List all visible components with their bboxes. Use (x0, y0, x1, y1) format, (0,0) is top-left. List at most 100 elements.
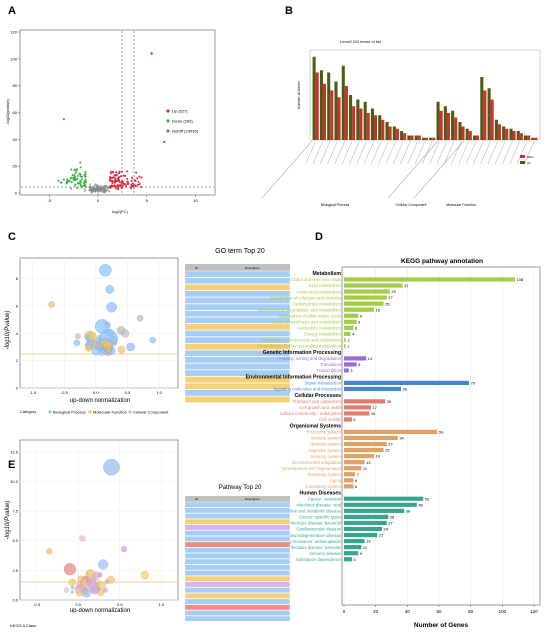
go-bubble-y-axis-label: -log10(Pvalue) (5, 310, 11, 349)
go-level2-bar-deg (315, 72, 319, 140)
go-level2-term-label (429, 140, 440, 165)
kegg-bar-value: 1 (347, 338, 350, 343)
go-level2-bar-deg (490, 99, 494, 140)
volcano-point-up (119, 175, 122, 178)
kegg-bar (344, 277, 515, 282)
kegg-category-label: Nervous system (310, 442, 341, 447)
volcano-point-down (80, 175, 83, 178)
go-bubble (75, 333, 81, 340)
go-bubble (126, 342, 135, 352)
go-level2-term-label (392, 140, 404, 165)
go-level2-bar-all (465, 128, 469, 140)
go-level2-bar-all (378, 115, 382, 140)
volcano-point-down (84, 173, 87, 176)
kegg-bar (344, 301, 384, 306)
kegg-bar (344, 325, 354, 330)
kegg-x-tick-label: 80 (468, 609, 474, 614)
volcano-point-down (62, 178, 65, 181)
go-level2-group-divider (413, 140, 465, 199)
kegg-category-label: Nucleotide metabolism (298, 326, 342, 331)
kegg-annotation-title: KEGG pathway annotation (401, 258, 483, 265)
go-level2-bar-deg (417, 135, 421, 140)
go-level2-term-label (480, 140, 491, 165)
volcano-point-nodiff (104, 188, 107, 190)
go-level2-term-label (356, 140, 367, 165)
kegg-bar (344, 435, 398, 441)
volcano-point-up (120, 182, 123, 185)
kegg-category-label: Signal transduction (304, 381, 341, 386)
volcano-point-up (114, 185, 117, 188)
kegg-category-label: Infectious disease: viral (296, 503, 341, 508)
go-level2-term-label (443, 140, 455, 165)
go-top20-title: GO term Top 20 (215, 248, 265, 255)
go-level2-bar-deg (534, 137, 538, 140)
go-legend-swatch (128, 410, 132, 414)
pathway-bubble (77, 575, 84, 583)
kegg-bar-value: 11 (363, 466, 368, 471)
volcano-plot-frame (19, 29, 216, 196)
go-level2-bar-deg (483, 90, 487, 140)
kegg-bar-value: 5 (353, 417, 356, 422)
go-level2-legend-label: All (527, 161, 531, 165)
kegg-bar-value: 17 (372, 405, 377, 410)
kegg-bar-value: 13 (366, 460, 371, 465)
go-level2-bar-all (392, 126, 396, 140)
volcano-y-tick-label: 40 (13, 137, 18, 142)
volcano-point-down (72, 176, 75, 179)
kegg-annotation-x-axis-label: Number of Genes (414, 622, 469, 629)
volcano-point-down (84, 184, 87, 187)
kegg-bar (344, 508, 405, 513)
volcano-point-nodiff (97, 192, 99, 194)
go-level2-bar-all (443, 106, 447, 140)
pathway-bubble (92, 571, 101, 580)
volcano-point-up (114, 177, 117, 180)
go-level2-bar-all (341, 65, 345, 140)
kegg-x-tick-label: 0 (343, 609, 346, 614)
volcano-point-down (80, 186, 83, 189)
kegg-bar (344, 331, 351, 336)
volcano-point-up (111, 176, 114, 179)
go-bubble-y-tick-label: 8 (16, 276, 19, 281)
volcano-point-nodiff (92, 185, 94, 188)
go-level2-bar-deg (446, 113, 450, 140)
go-level2-term-label (407, 140, 418, 165)
volcano-point-nodiff (94, 184, 97, 187)
go-level2-bar-all (524, 135, 528, 140)
go-level2-bar-all (370, 108, 374, 140)
volcano-point-down (73, 174, 76, 177)
go-level2-bar-deg (519, 133, 523, 140)
go-level2-bar-all (407, 135, 411, 140)
kegg-bar-value: 59 (439, 430, 444, 435)
go-table-row (184, 323, 291, 331)
volcano-y-tick-label: 0 (15, 191, 18, 196)
go-level2-bar-deg (476, 135, 480, 140)
go-level2-chart: Level2 GO terms of list Number of Genes … (261, 39, 541, 207)
volcano-point-up (131, 182, 134, 185)
volcano-point-up (138, 175, 141, 178)
kegg-bar (344, 289, 390, 294)
go-level2-term-label (494, 140, 506, 165)
volcano-point-nodiff (103, 187, 106, 190)
kegg-category-label: Metabolism of other amino acids (279, 313, 341, 318)
volcano-legend-label: Up (527) (172, 108, 188, 113)
volcano-legend-swatch (166, 119, 170, 123)
volcano-point-up (124, 183, 127, 186)
volcano-point-up (120, 170, 123, 173)
go-bubble-y-tick-label: 6 (16, 303, 19, 308)
pathway-bubble (120, 545, 128, 553)
kegg-category-label: Excretory system (308, 472, 341, 477)
pathway-bubble-y-tick-label: 12.5 (10, 449, 19, 454)
pathway-bubble-x-tick-label: 0.0 (75, 602, 81, 607)
kegg-category-label: Carbohydrate metabolism (292, 301, 342, 306)
kegg-category-label: Environmental adaptation (292, 460, 341, 465)
pathway-bubble-x-tick-label: -0.5 (33, 602, 41, 607)
volcano-point-up (124, 174, 127, 177)
go-table-row (184, 343, 291, 351)
go-level2-bar-all (429, 137, 433, 140)
kegg-category-label: Immune disease (309, 551, 341, 556)
volcano-x-tick-label: 0 (97, 198, 100, 203)
go-level2-y-axis-label: Number of Genes (297, 81, 301, 109)
kegg-bar (344, 313, 359, 318)
pathway-table-row (184, 507, 291, 514)
